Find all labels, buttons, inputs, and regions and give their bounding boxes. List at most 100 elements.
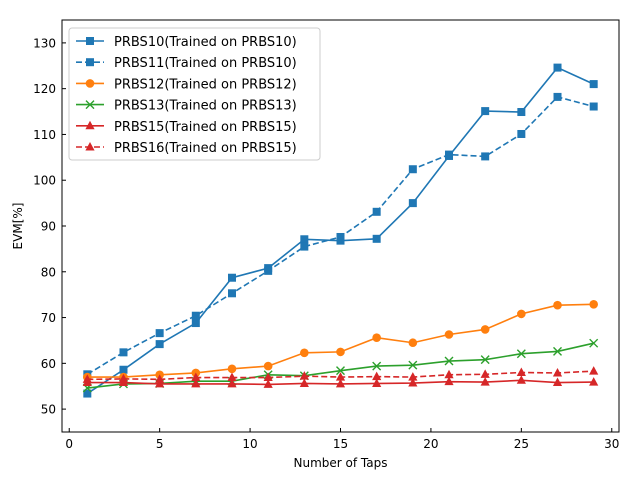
y-tick-label: 80	[41, 265, 56, 279]
legend-label: PRBS13(Trained on PRBS13)	[114, 99, 297, 114]
legend-marker	[85, 120, 95, 130]
data-point	[300, 348, 309, 358]
x-axis-label: Number of Taps	[294, 456, 388, 470]
data-point	[553, 92, 562, 101]
data-point	[517, 309, 526, 319]
y-tick-label: 60	[41, 357, 56, 371]
data-point	[372, 333, 381, 342]
data-point	[372, 361, 382, 371]
data-point	[445, 150, 454, 159]
data-point	[263, 372, 273, 382]
data-point	[589, 338, 599, 348]
data-point	[299, 378, 309, 387]
series-5	[82, 375, 599, 388]
legend-item: PRBS15(Trained on PRBS15)	[76, 120, 297, 135]
x-tick-label: 20	[423, 437, 438, 451]
data-point	[480, 377, 490, 386]
legend-label: PRBS10(Trained on PRBS10)	[114, 35, 297, 50]
data-point	[264, 266, 273, 275]
data-point	[480, 355, 490, 365]
data-point	[481, 152, 490, 161]
y-tick-label: 50	[41, 403, 56, 417]
y-tick-label: 110	[33, 128, 56, 142]
y-tick-label: 100	[33, 174, 56, 188]
data-point	[336, 347, 345, 357]
data-point	[263, 379, 273, 388]
data-point	[480, 369, 490, 378]
data-point	[372, 378, 382, 387]
data-point	[336, 232, 345, 241]
data-point	[516, 367, 526, 376]
y-tick-label: 70	[41, 311, 56, 325]
data-point	[227, 289, 236, 298]
legend-label: PRBS16(Trained on PRBS15)	[114, 141, 297, 156]
data-point	[372, 371, 382, 381]
data-point	[589, 80, 598, 89]
data-point	[444, 369, 454, 379]
y-axis: 50 60 70 80 90 100 110 120 130	[33, 36, 66, 417]
legend-marker	[85, 100, 95, 110]
data-point	[83, 389, 92, 398]
legend-box	[68, 27, 321, 161]
data-point	[191, 319, 200, 328]
data-point	[155, 340, 164, 349]
data-point	[227, 364, 237, 374]
legend-marker	[85, 79, 95, 88]
data-point	[227, 378, 237, 388]
data-point	[227, 273, 236, 282]
data-point	[481, 107, 490, 116]
data-point	[300, 235, 309, 244]
legend-item: PRBS11(Trained on PRBS10)	[76, 56, 297, 71]
legend-item: PRBS16(Trained on PRBS15)	[76, 141, 297, 156]
y-tick-label: 90	[41, 220, 56, 234]
data-point	[516, 349, 526, 359]
data-point	[589, 366, 599, 375]
x-tick-label: 5	[156, 437, 164, 451]
data-point	[119, 348, 128, 357]
x-tick-label: 0	[65, 437, 73, 451]
data-point	[191, 372, 201, 382]
legend-marker	[85, 142, 95, 151]
data-point	[552, 367, 563, 377]
data-point	[335, 372, 346, 381]
legend-marker	[86, 58, 94, 67]
data-point	[480, 325, 490, 334]
data-point	[191, 311, 200, 320]
data-point	[408, 199, 417, 208]
data-point	[553, 63, 562, 72]
data-point	[336, 366, 345, 376]
data-point	[119, 365, 128, 374]
data-point	[408, 360, 418, 370]
data-point	[372, 207, 381, 216]
legend-item: PRBS13(Trained on PRBS13)	[76, 99, 297, 114]
series-6	[82, 366, 599, 383]
data-point	[444, 330, 454, 339]
data-point	[227, 372, 237, 382]
data-point	[552, 377, 563, 387]
data-point	[300, 242, 309, 251]
x-axis: 0 5 10 15 20 25 30	[65, 428, 619, 451]
legend-marker	[86, 37, 94, 45]
data-point	[517, 129, 526, 138]
data-point	[155, 374, 165, 383]
legend-item: PRBS10(Trained on PRBS10)	[76, 35, 297, 50]
data-point	[118, 373, 129, 383]
data-point	[589, 102, 598, 111]
legend-label: PRBS11(Trained on PRBS10)	[114, 56, 297, 71]
plot-area	[82, 63, 599, 398]
data-point	[408, 165, 417, 174]
data-point	[82, 374, 92, 383]
data-point	[553, 346, 563, 356]
y-tick-label: 130	[33, 36, 56, 50]
data-point	[553, 300, 562, 310]
legend-label: PRBS12(Trained on PRBS12)	[114, 77, 297, 92]
data-point	[335, 378, 346, 388]
data-point	[155, 378, 165, 388]
data-point	[408, 372, 418, 381]
x-tick-label: 10	[242, 437, 257, 451]
data-point	[589, 377, 599, 386]
x-tick-label: 25	[514, 437, 529, 451]
data-point	[263, 361, 273, 371]
data-point	[299, 371, 309, 380]
